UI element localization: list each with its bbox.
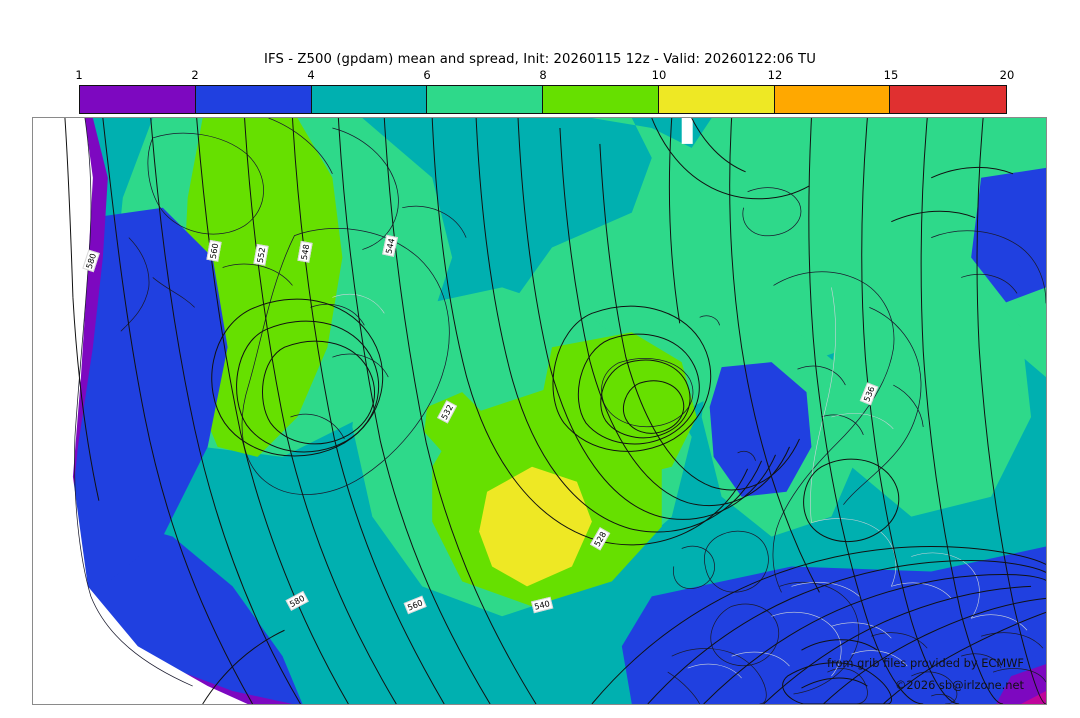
colorbar-tick-6: 6 <box>423 68 431 82</box>
contour-layer <box>64 118 1046 704</box>
map-canvas <box>33 118 1046 704</box>
colorbar-segment-12-15 <box>774 86 891 113</box>
colorbar-tick-labels: 1 2 4 6 8 10 12 15 20 <box>75 68 1014 84</box>
colorbar: 1 2 4 6 8 10 12 15 20 <box>75 68 1014 114</box>
map-panel[interactable]: 580560552548544532528536580560540552 fro… <box>32 117 1047 705</box>
colorbar-tick-10: 10 <box>651 68 667 82</box>
page-title: IFS - Z500 (gpdam) mean and spread, Init… <box>264 52 816 67</box>
colorbar-segment-1-2 <box>80 86 196 113</box>
spread-fill-layer <box>33 118 1046 704</box>
credit-copyright: ©2026 sb@irlzone.net <box>894 678 1024 692</box>
colorbar-segment-10-12 <box>658 86 775 113</box>
colorbar-segment-15-20 <box>890 86 1006 113</box>
colorbar-tick-8: 8 <box>539 68 547 82</box>
colorbar-segment-6-8 <box>427 86 543 113</box>
colorbar-strip <box>79 85 1007 114</box>
colorbar-segment-2-4 <box>195 86 312 113</box>
colorbar-tick-2: 2 <box>191 68 199 82</box>
colorbar-segment-8-10 <box>543 86 659 113</box>
credit-source: from grib files provided by ECMWF <box>827 656 1024 670</box>
colorbar-tick-20: 20 <box>999 68 1015 82</box>
colorbar-tick-15: 15 <box>883 68 899 82</box>
country-borders-layer <box>332 287 1028 679</box>
colorbar-segment-4-6 <box>311 86 428 113</box>
colorbar-tick-4: 4 <box>307 68 315 82</box>
coastline-layer <box>74 118 1046 704</box>
colorbar-tick-12: 12 <box>767 68 783 82</box>
colorbar-tick-1: 1 <box>75 68 83 82</box>
